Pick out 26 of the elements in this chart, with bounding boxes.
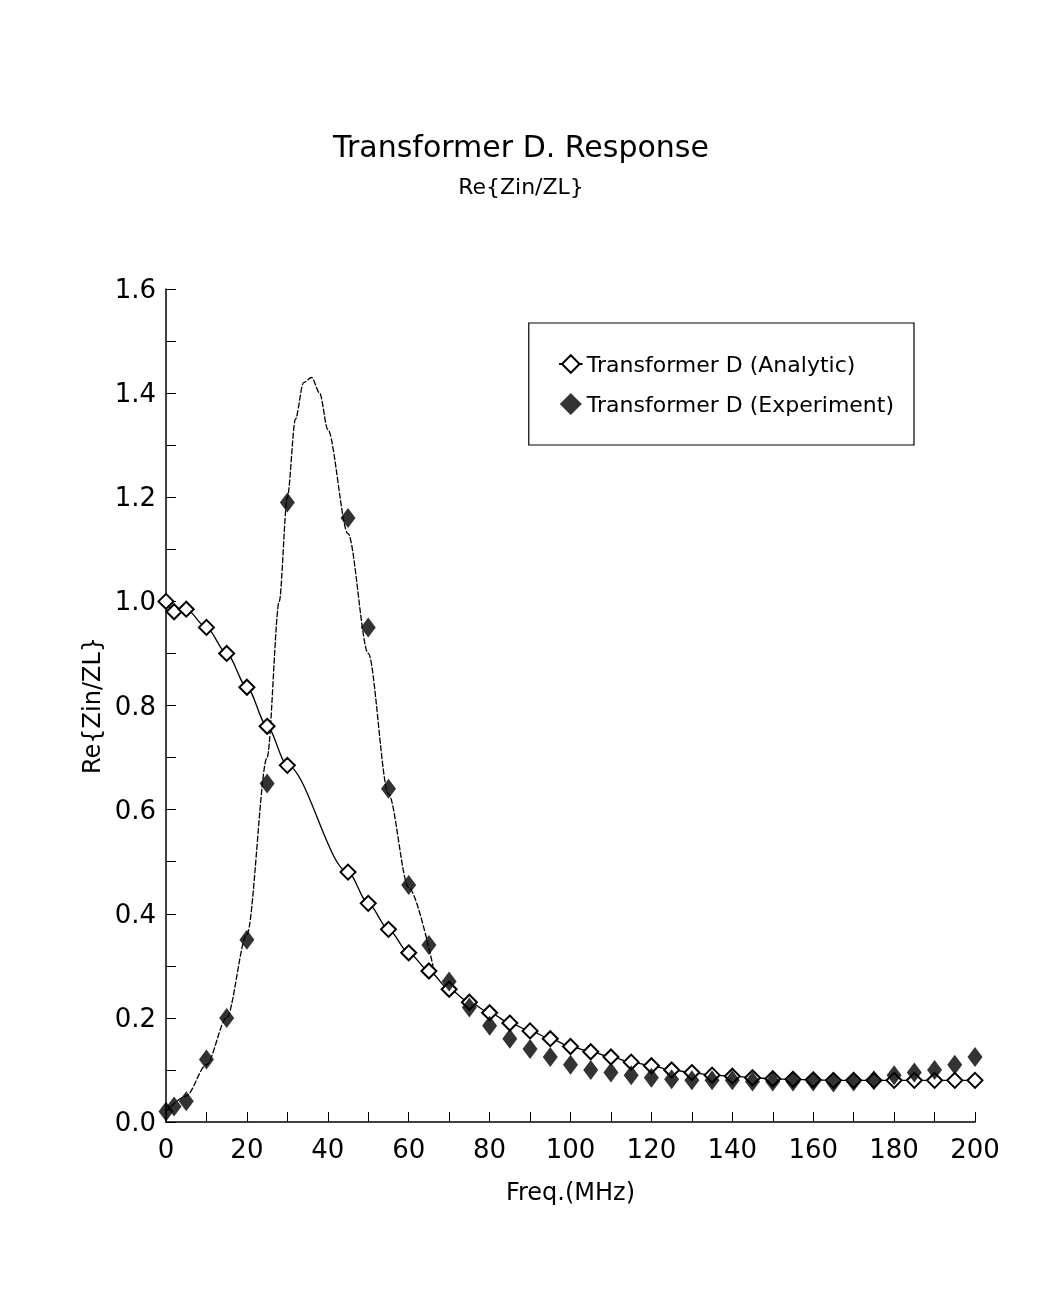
x-tick-label: 60 — [392, 1134, 426, 1164]
x-tick-label: 0 — [157, 1134, 175, 1164]
y-tick-label: 0.6 — [114, 794, 156, 825]
x-tick-label: 200 — [950, 1134, 1000, 1164]
y-tick-label: 1.0 — [114, 586, 156, 617]
legend-label: Transformer D (Analytic) — [585, 351, 856, 377]
y-tick-label: 1.6 — [114, 274, 156, 304]
y-tick-label: 0.8 — [114, 690, 156, 721]
x-tick-label: 40 — [311, 1134, 345, 1164]
legend-label: Transformer D (Experiment) — [585, 391, 894, 417]
y-tick-label: 0.0 — [114, 1107, 156, 1137]
y-tick-label: 1.2 — [114, 482, 156, 513]
x-tick-label: 120 — [626, 1134, 677, 1164]
x-axis-title: Freq.(MHz) — [505, 1178, 636, 1206]
x-tick-label: 80 — [473, 1134, 507, 1164]
y-tick-label: 1.4 — [114, 378, 156, 409]
x-tick-label: 20 — [230, 1134, 264, 1164]
x-tick-label: 100 — [545, 1134, 596, 1164]
x-tick-label: 160 — [788, 1134, 839, 1164]
chart-subtitle: Re{Zin/ZL} — [458, 173, 584, 199]
x-tick-label: 140 — [707, 1134, 758, 1164]
y-axis-title: Re{Zin/ZL} — [77, 636, 106, 775]
y-tick-label: 0.2 — [114, 1002, 156, 1033]
x-tick-label: 180 — [869, 1134, 919, 1164]
chart-title: Transformer D. Response — [332, 128, 709, 164]
y-tick-label: 0.4 — [114, 898, 156, 929]
